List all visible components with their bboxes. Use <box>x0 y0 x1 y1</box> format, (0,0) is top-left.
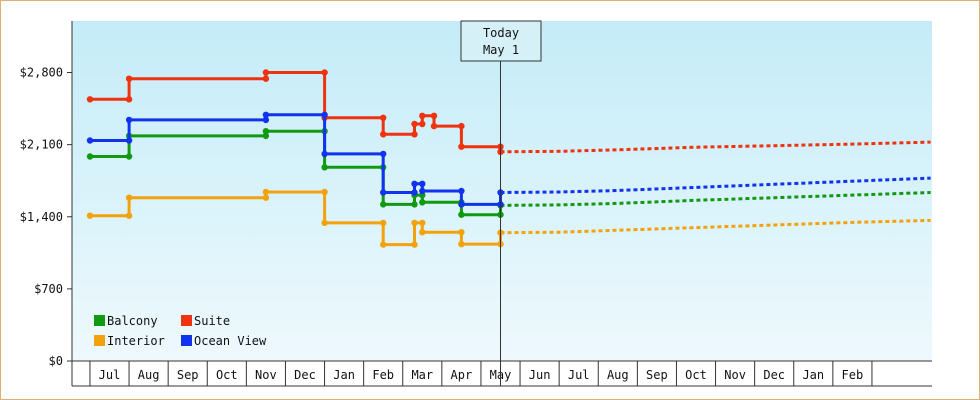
suite-forecast-line <box>500 140 931 154</box>
interior-point <box>380 219 387 227</box>
suite-point <box>430 112 438 120</box>
month-label: Jan <box>333 368 355 382</box>
interior-point <box>411 241 418 248</box>
interior-forecast-line <box>500 218 931 235</box>
interior-point <box>262 188 270 196</box>
balcony-point <box>458 211 465 218</box>
month-label: Feb <box>372 368 394 382</box>
suite-point <box>262 75 270 82</box>
ocean-view-point <box>411 189 418 196</box>
month-label: Apr <box>451 368 473 382</box>
ocean-view-point <box>411 180 418 187</box>
y-tick-label: $2,100 <box>20 138 63 152</box>
month-label: Aug <box>607 368 629 382</box>
month-label: Mar <box>411 368 433 382</box>
balcony-point <box>86 153 94 160</box>
ocean-view-point <box>262 111 270 119</box>
balcony-point <box>380 201 387 208</box>
interior-point <box>380 241 387 248</box>
interior-point <box>262 194 270 201</box>
month-label: Aug <box>138 368 160 382</box>
ocean-view-point <box>262 116 270 124</box>
balcony-point <box>262 132 270 140</box>
suite-point <box>380 114 387 122</box>
suite-legend-label: Suite <box>194 314 230 328</box>
ocean-view-legend-swatch <box>181 335 192 346</box>
suite-point <box>419 120 426 128</box>
y-tick-label: $700 <box>34 282 63 296</box>
suite-point <box>125 96 133 103</box>
month-label: Oct <box>685 368 707 382</box>
ocean-view-point <box>86 137 94 144</box>
suite-point <box>419 112 426 120</box>
month-label: Feb <box>842 368 864 382</box>
interior-legend-swatch <box>94 335 105 346</box>
interior-point <box>321 219 328 227</box>
ocean-view-point <box>125 137 133 144</box>
ocean-view-point <box>380 189 387 196</box>
ocean-view-point <box>125 116 133 124</box>
legend: Balcony Suite Interior Ocean View <box>94 314 267 348</box>
balcony-point <box>419 199 426 206</box>
today-label: Today <box>483 26 519 40</box>
today-date: May 1 <box>483 43 519 57</box>
y-tick-label: $1,400 <box>20 210 63 224</box>
axes: $0 $700 $1,400 $2,100 $2,800 Jul Aug Sep Oct Nov D… <box>20 21 932 387</box>
y-tick-label: $0 <box>49 354 63 368</box>
month-label: Dec <box>294 368 316 382</box>
month-label: Jun <box>529 368 551 382</box>
month-label: Dec <box>763 368 785 382</box>
ocean-view-point <box>419 187 426 195</box>
suite-point <box>458 143 465 150</box>
suite-point <box>321 69 328 76</box>
suite-point <box>411 131 418 138</box>
suite-point <box>125 75 133 82</box>
interior-point <box>458 229 465 236</box>
ocean-view-point <box>321 111 328 119</box>
today-box <box>460 20 542 62</box>
ocean-view-point <box>321 150 328 158</box>
ocean-view-point <box>380 150 387 158</box>
y-tick-label: $2,800 <box>20 66 63 80</box>
month-label: Jul <box>99 368 121 382</box>
suite-point <box>262 69 270 76</box>
interior-point <box>411 219 418 227</box>
month-label: Oct <box>216 368 238 382</box>
balcony-point <box>125 153 133 160</box>
interior-point <box>125 212 133 219</box>
month-label: Nov <box>255 368 277 382</box>
month-label: Nov <box>724 368 746 382</box>
ocean-view-legend-label: Ocean View <box>194 334 267 348</box>
balcony-point <box>411 201 418 208</box>
ocean-view-point <box>458 201 465 208</box>
interior-point <box>125 194 133 201</box>
suite-point <box>458 122 465 130</box>
month-label: Sep <box>177 368 199 382</box>
ocean-view-forecast-line <box>500 176 931 194</box>
ocean-view-point <box>419 180 426 187</box>
suite-point <box>411 120 418 128</box>
balcony-point <box>262 128 270 135</box>
suite-point <box>86 96 94 103</box>
suite-point <box>380 131 387 138</box>
balcony-forecast-line <box>500 191 931 207</box>
month-label: Jan <box>802 368 824 382</box>
interior-point <box>458 240 465 248</box>
interior-point <box>419 219 426 227</box>
ocean-view-point <box>458 187 465 195</box>
month-label: Sep <box>646 368 668 382</box>
suite-point <box>430 122 438 130</box>
balcony-legend-label: Balcony <box>107 314 158 328</box>
suite-legend-swatch <box>181 315 192 326</box>
balcony-point <box>321 164 328 171</box>
month-label: Jul <box>568 368 590 382</box>
interior-point <box>86 212 94 219</box>
interior-point <box>321 188 328 196</box>
interior-point <box>419 229 426 236</box>
balcony-legend-swatch <box>94 315 105 326</box>
interior-legend-label: Interior <box>107 334 165 348</box>
today-marker: Today May 1 <box>460 20 542 386</box>
